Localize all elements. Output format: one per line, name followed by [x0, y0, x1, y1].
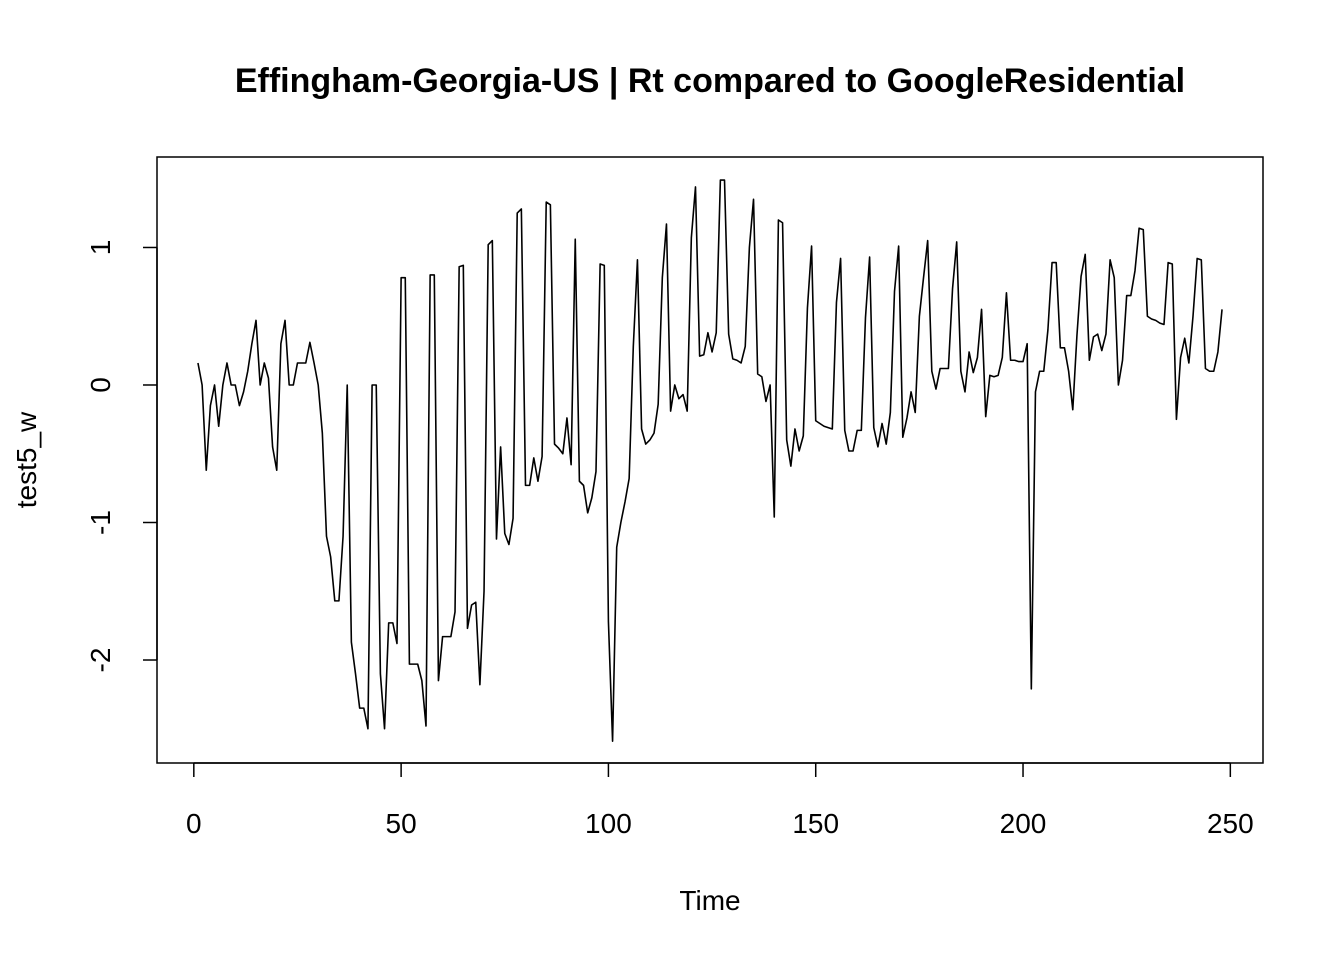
x-tick-label: 250 [1207, 808, 1254, 839]
x-tick-label: 150 [792, 808, 839, 839]
x-tick-label: 100 [585, 808, 632, 839]
y-tick-label: -1 [85, 510, 116, 535]
y-tick-label: -2 [85, 648, 116, 673]
y-axis-label: test5_w [11, 411, 42, 508]
y-tick-label: 1 [85, 240, 116, 256]
x-tick-label: 0 [186, 808, 202, 839]
x-tick-label: 200 [1000, 808, 1047, 839]
x-tick-label: 50 [386, 808, 417, 839]
data-line [197, 179, 1223, 742]
chart-title: Effingham-Georgia-US | Rt compared to Go… [235, 62, 1185, 100]
x-axis-label: Time [679, 885, 740, 916]
y-tick-label: 0 [85, 377, 116, 393]
